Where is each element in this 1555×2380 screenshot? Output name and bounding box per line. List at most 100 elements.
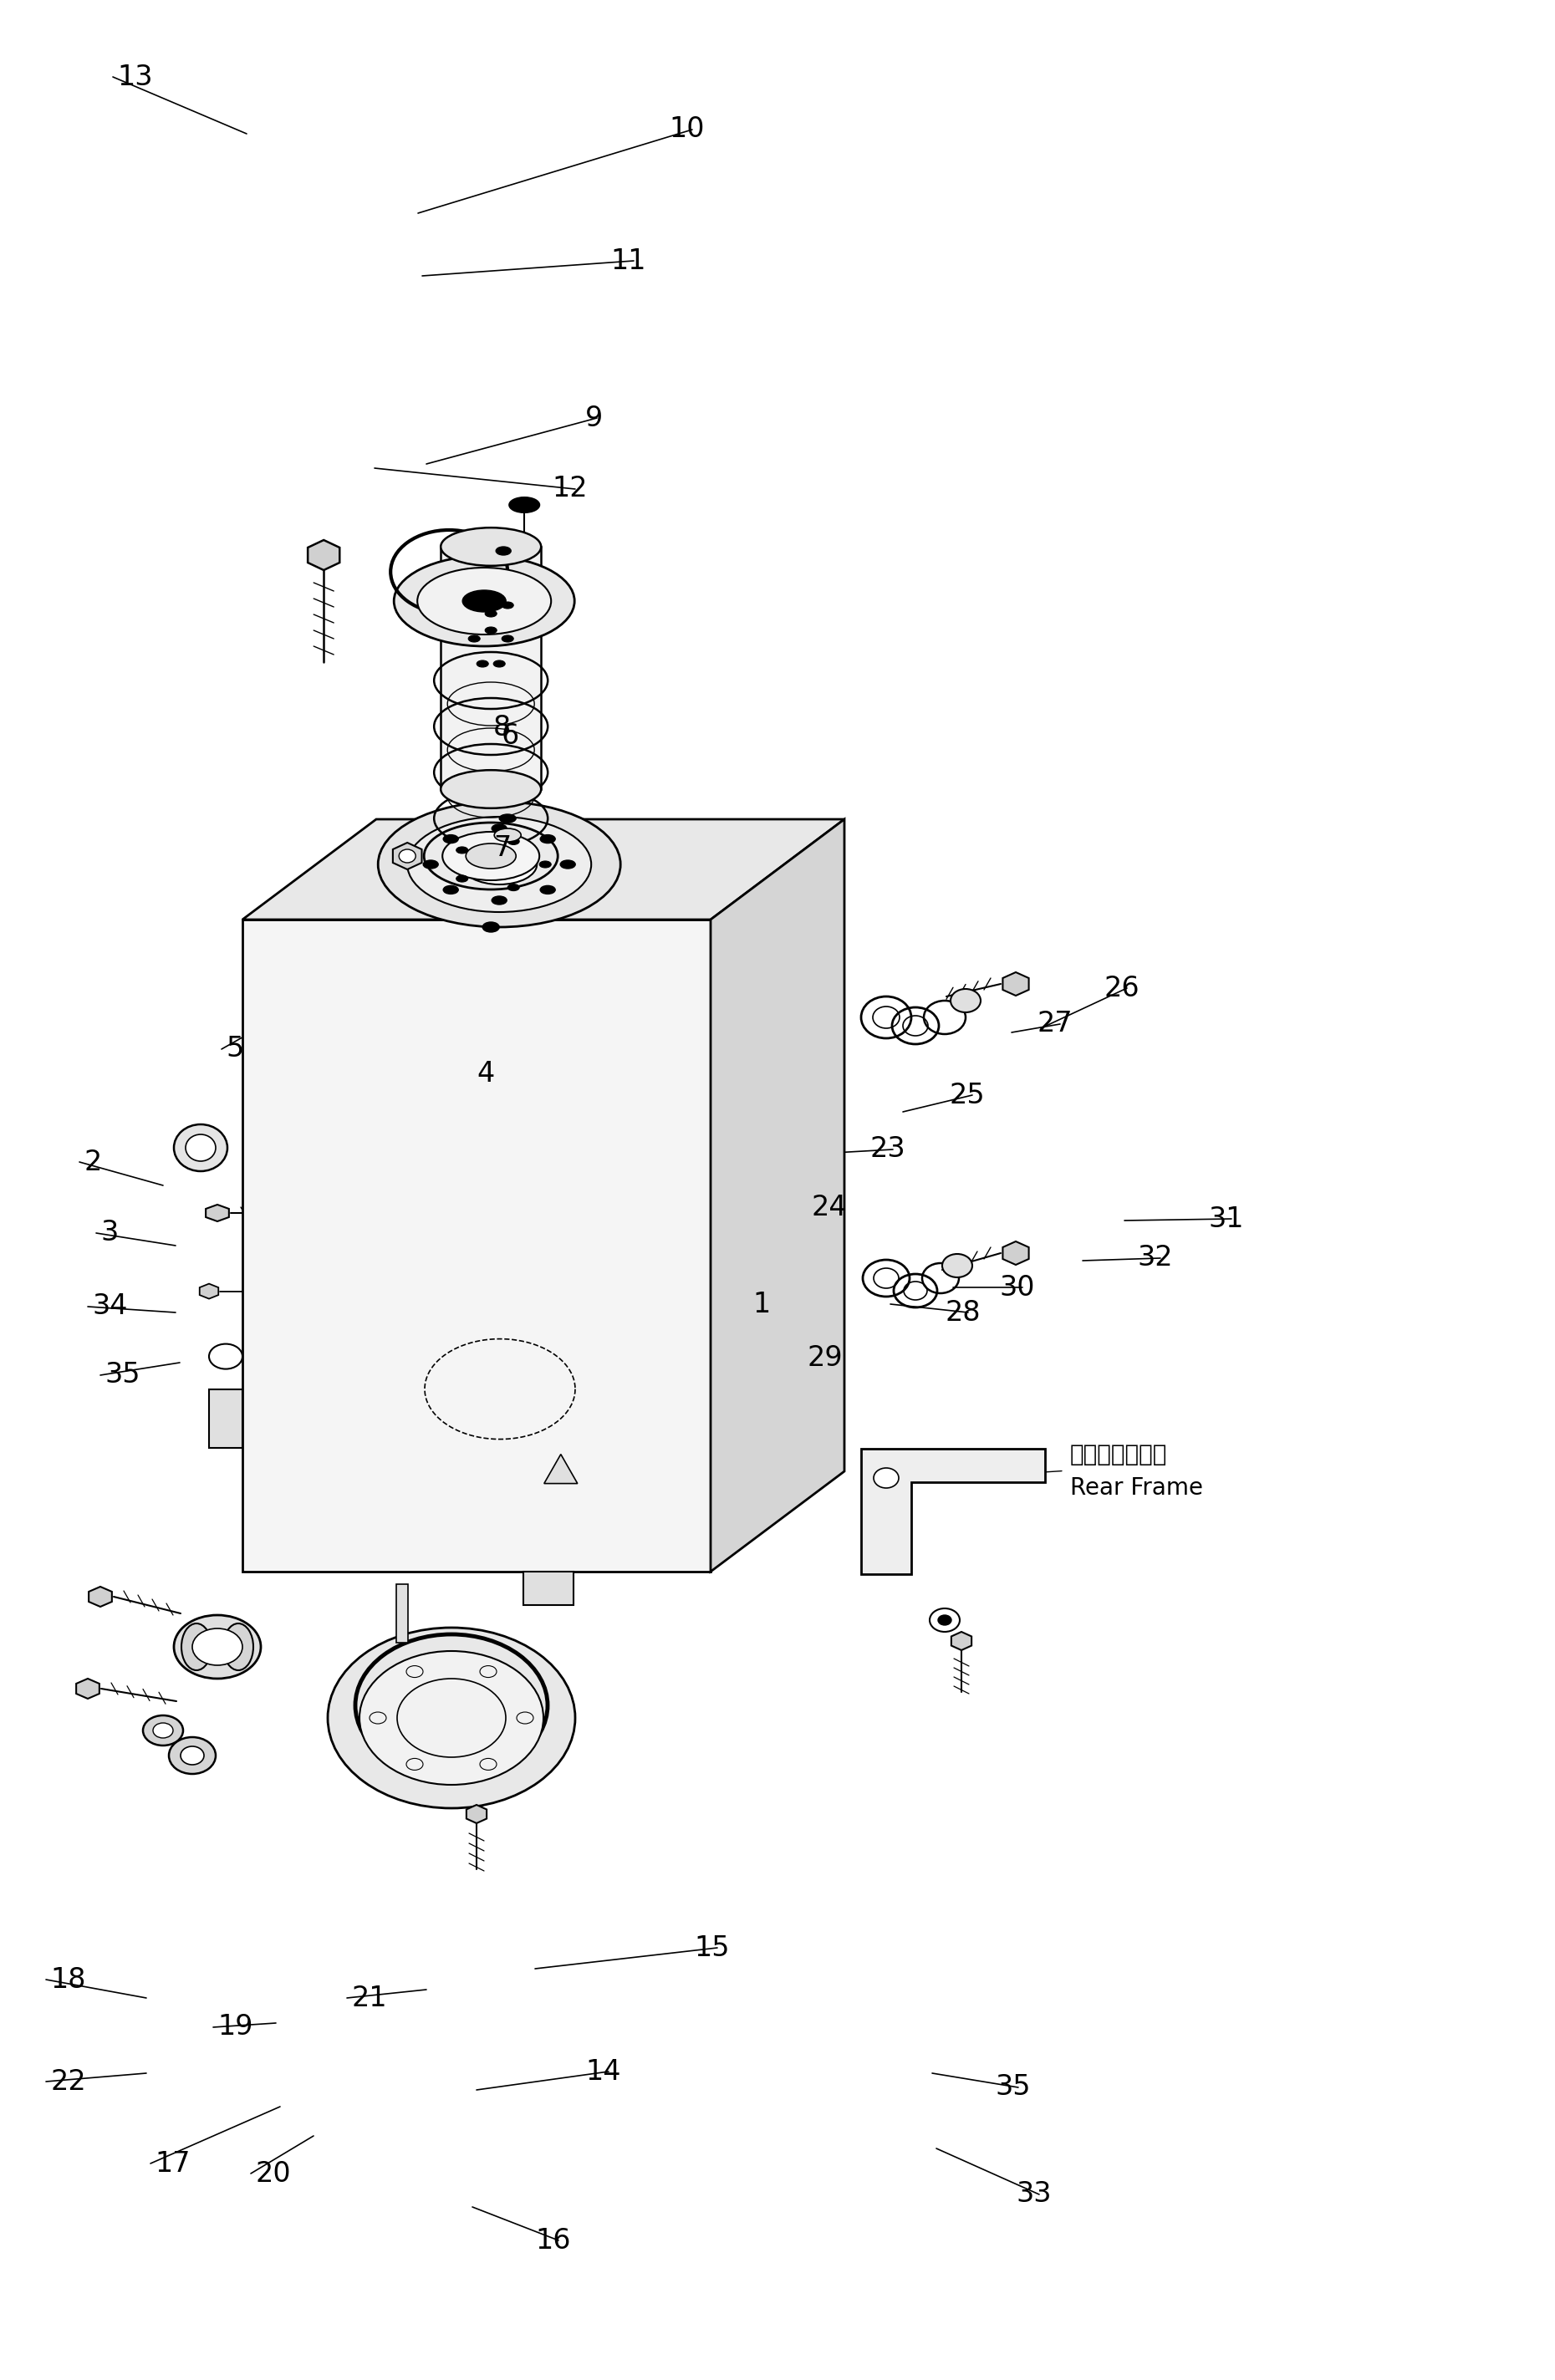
Ellipse shape (938, 1616, 952, 1626)
Polygon shape (393, 843, 421, 869)
Text: 23: 23 (869, 1135, 905, 1164)
Ellipse shape (152, 1723, 173, 1737)
Text: 12: 12 (552, 476, 588, 502)
Text: 2: 2 (84, 1147, 101, 1176)
Ellipse shape (942, 1254, 972, 1278)
Ellipse shape (491, 897, 507, 904)
Ellipse shape (400, 850, 415, 862)
Text: 25: 25 (949, 1081, 984, 1109)
Ellipse shape (425, 823, 558, 890)
Polygon shape (711, 819, 844, 1571)
Ellipse shape (540, 862, 550, 869)
Text: Rear Frame: Rear Frame (1070, 1476, 1204, 1499)
Text: 6: 6 (502, 721, 519, 750)
Polygon shape (861, 1449, 1045, 1573)
Ellipse shape (462, 845, 536, 885)
Ellipse shape (485, 543, 522, 559)
Text: 3: 3 (101, 1219, 118, 1247)
Ellipse shape (493, 659, 505, 666)
Text: 31: 31 (1208, 1204, 1244, 1233)
Ellipse shape (440, 771, 541, 809)
Ellipse shape (485, 609, 496, 616)
Polygon shape (243, 819, 844, 919)
Ellipse shape (507, 838, 519, 845)
Ellipse shape (185, 1135, 216, 1161)
Text: 32: 32 (1137, 1245, 1172, 1271)
Ellipse shape (440, 528, 541, 566)
Text: 8: 8 (493, 714, 512, 740)
Ellipse shape (456, 876, 468, 883)
Ellipse shape (462, 590, 505, 612)
Ellipse shape (328, 1628, 575, 1809)
Ellipse shape (491, 823, 507, 833)
Ellipse shape (540, 885, 555, 895)
Ellipse shape (477, 659, 488, 666)
Polygon shape (1003, 973, 1029, 995)
Ellipse shape (502, 602, 513, 609)
Polygon shape (308, 540, 339, 571)
Text: 29: 29 (807, 1345, 843, 1373)
Ellipse shape (466, 843, 516, 869)
Bar (440, 547, 541, 790)
Polygon shape (544, 1454, 577, 1483)
Ellipse shape (443, 835, 459, 843)
Text: 9: 9 (585, 405, 603, 431)
Text: 10: 10 (669, 117, 704, 143)
Ellipse shape (417, 566, 550, 635)
Polygon shape (205, 1204, 229, 1221)
Ellipse shape (193, 1628, 243, 1666)
Ellipse shape (499, 814, 516, 823)
Bar (397, 1585, 407, 1642)
Text: 20: 20 (255, 2159, 291, 2187)
Text: 22: 22 (50, 2068, 86, 2094)
Ellipse shape (490, 602, 501, 609)
Polygon shape (524, 1571, 574, 1604)
Text: 5: 5 (225, 1035, 244, 1064)
Ellipse shape (874, 1468, 899, 1488)
Text: 26: 26 (1104, 973, 1140, 1002)
Ellipse shape (407, 816, 591, 912)
Ellipse shape (507, 883, 519, 890)
Text: 18: 18 (50, 1966, 86, 1994)
Polygon shape (952, 1633, 972, 1649)
Ellipse shape (496, 547, 512, 555)
Ellipse shape (378, 802, 620, 928)
Text: 7: 7 (493, 835, 512, 862)
Ellipse shape (359, 1652, 543, 1785)
Polygon shape (1003, 1242, 1029, 1264)
Bar (243, 919, 711, 1571)
Ellipse shape (540, 835, 555, 843)
Ellipse shape (502, 635, 513, 643)
Ellipse shape (473, 602, 484, 609)
Ellipse shape (182, 1623, 211, 1671)
Ellipse shape (482, 921, 499, 933)
Text: 1: 1 (753, 1290, 770, 1319)
Text: 11: 11 (610, 248, 645, 274)
Ellipse shape (169, 1737, 216, 1773)
Ellipse shape (180, 1747, 204, 1764)
Ellipse shape (494, 828, 521, 843)
Text: 30: 30 (998, 1273, 1034, 1302)
Text: 34: 34 (92, 1292, 128, 1321)
Polygon shape (466, 1804, 487, 1823)
Text: 13: 13 (117, 64, 152, 90)
Bar (208, 1390, 243, 1447)
Text: 16: 16 (535, 2228, 571, 2254)
Ellipse shape (174, 1123, 227, 1171)
Text: 19: 19 (218, 2013, 253, 2042)
Polygon shape (89, 1587, 112, 1607)
Text: 15: 15 (694, 1935, 729, 1961)
Text: 17: 17 (154, 2149, 190, 2178)
Ellipse shape (510, 497, 540, 512)
Text: 21: 21 (351, 1985, 387, 2011)
Ellipse shape (950, 990, 981, 1011)
Text: 33: 33 (1015, 2180, 1051, 2209)
Text: 28: 28 (945, 1299, 980, 1326)
Ellipse shape (174, 1616, 261, 1678)
Ellipse shape (456, 847, 468, 854)
Ellipse shape (423, 859, 439, 869)
Ellipse shape (485, 626, 496, 633)
Ellipse shape (443, 831, 540, 881)
Ellipse shape (468, 635, 480, 643)
Ellipse shape (224, 1623, 253, 1671)
